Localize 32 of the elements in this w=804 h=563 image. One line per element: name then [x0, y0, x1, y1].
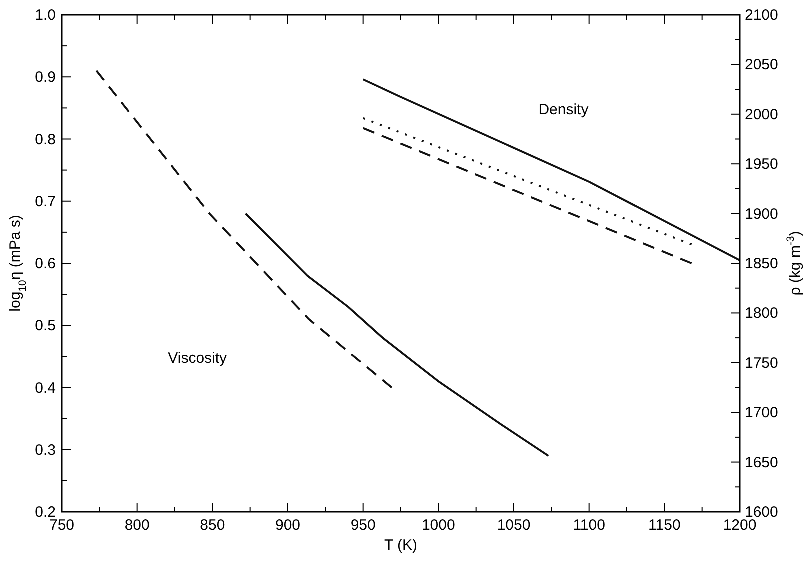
- y-tick-label: 0.8: [35, 131, 56, 148]
- y-tick-label: 0.9: [35, 69, 56, 86]
- y-tick-label: 1.0: [35, 7, 56, 24]
- y-tick-label: 0.4: [35, 380, 56, 397]
- x-axis-title: T (K): [384, 537, 418, 554]
- x-tick-label: 1050: [497, 517, 531, 534]
- y-tick-label: 0.6: [35, 256, 56, 272]
- y2-tick-label: 1700: [745, 404, 778, 422]
- x-tick-label: 950: [350, 517, 376, 534]
- line-series: [96, 70, 393, 389]
- y-tick-label: 0.3: [35, 442, 56, 459]
- y2-tick-label: 1900: [745, 206, 778, 223]
- line-series: [244, 212, 550, 458]
- y2-tick-label: 2100: [745, 7, 778, 24]
- annotation: Density: [538, 101, 590, 118]
- x-tick-label: 800: [124, 517, 150, 534]
- y2-tick-label: 1800: [745, 305, 778, 322]
- y2-tick-label: 2050: [745, 56, 778, 74]
- y-tick-label: 0.7: [35, 193, 56, 210]
- x-tick-label: 1000: [422, 517, 456, 534]
- y-tick-label: 0.5: [35, 318, 56, 335]
- y2-tick-label: 1850: [745, 256, 778, 272]
- x-tick-label: 850: [200, 517, 226, 534]
- y2-tick-label: 2000: [745, 106, 778, 124]
- line-series: [362, 78, 741, 262]
- x-tick-label: 1150: [648, 517, 681, 534]
- x-tick-label: 1100: [573, 517, 606, 534]
- y2-tick-label: 1650: [745, 454, 778, 472]
- y2-tick-label: 1750: [745, 354, 778, 372]
- x-tick-label: 900: [275, 517, 301, 534]
- annotation: Viscosity: [168, 350, 228, 367]
- y2-tick-label: 1950: [745, 156, 778, 174]
